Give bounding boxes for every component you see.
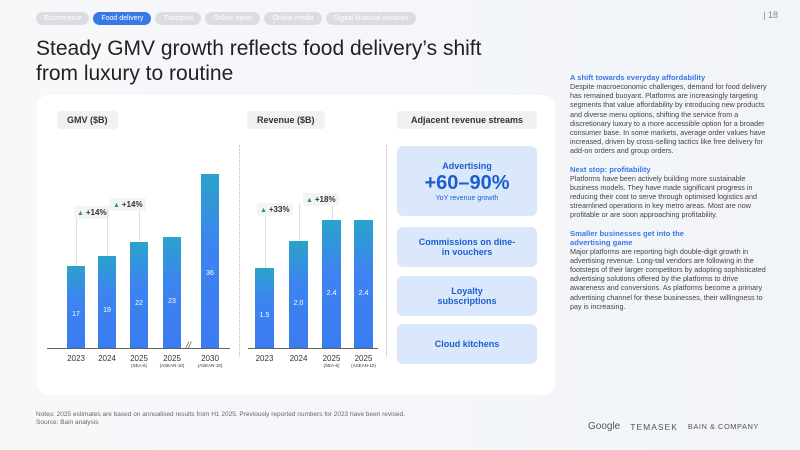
bar-value-label: 22 [135,300,143,308]
growth-badge: ▲ +14% [74,206,110,219]
bar-value-label: 36 [206,269,214,277]
x-tick-region: (ASEAN-10) [159,363,185,368]
page-number: | 18 [763,10,778,20]
x-tick-region: (SEA-6) [323,363,340,368]
divider [239,145,240,357]
growth-connector [139,208,140,242]
growth-connector [331,203,333,220]
section-body: Platforms have been actively building mo… [570,173,757,220]
bar: 19 [98,256,116,348]
temasek-logo: TEMASEK [630,421,678,432]
x-tick-year: 2030 [201,354,219,363]
x-tick-label: 2030 (ASEAN-10) [191,354,229,368]
bar-value-label: 2.4 [358,290,369,298]
x-tick-year: 2023 [67,354,85,363]
tab-online-media[interactable]: Online media [264,12,322,25]
growth-connector [76,216,77,266]
revenue-chart-title: Revenue ($B) [247,111,325,129]
x-tick-label: 2024 [279,354,318,363]
x-tick-year: 2025 [130,354,148,363]
divider [386,145,387,357]
x-tick-year: 2025 [163,354,181,363]
growth-badge: ▲ +33% [257,203,293,216]
bain-logo: BAIN & COMPANY [687,422,759,431]
adjacent-title: Adjacent revenue streams [397,111,537,129]
bar: 22 [130,241,148,348]
x-tick-label: 2024 [88,354,126,363]
stream-cloud-kitchens: Cloud kitchens [397,324,537,364]
x-tick-year: 2024 [289,354,308,363]
growth-connector [298,203,300,241]
growth-badge: ▲ +14% [110,198,146,211]
section-tabs: Ecommerce Food delivery Transport Online… [36,12,417,25]
bar: 2.4 [354,219,373,348]
x-tick-region: (ASEAN-10) [351,363,376,368]
up-triangle-icon: ▲ [113,202,122,209]
x-axis [248,348,378,349]
up-triangle-icon: ▲ [77,210,86,217]
stream-loyalty: Loyalty subscriptions [397,276,537,316]
source: Source: Bain analysis [36,419,99,426]
section-body: Major platforms are reporting high doubl… [570,246,766,311]
tab-ecommerce[interactable]: Ecommerce [36,12,90,25]
tab-online-travel[interactable]: Online travel [205,12,261,25]
tab-digital-financial-services[interactable]: Digital financial services [325,12,417,25]
bar-value-label: 2.0 [293,299,304,307]
bar: 23 [163,236,181,348]
x-tick-label: 2025 (ASEAN-10) [344,354,383,368]
gmv-chart-title: GMV ($B) [57,111,118,129]
x-tick-label: 2025 (ASEAN-10) [153,354,191,368]
advertising-label: Advertising [442,160,492,171]
growth-connector [264,213,266,268]
x-tick-label: 2023 [245,354,284,363]
bar: 1.5 [255,267,274,348]
x-axis [47,348,230,349]
bar-value-label: 2.4 [326,290,337,298]
advertising-sub: YoY revenue growth [435,194,499,202]
bar: 2.0 [289,241,308,348]
growth-connector [107,208,108,257]
commentary: A shift towards everyday affordability D… [570,73,770,311]
bar-value-label: 23 [168,298,176,305]
x-tick-region: (SEA-6) [130,363,147,368]
google-logo: Google [588,421,621,432]
bar-value-label: 19 [103,306,111,314]
section-heading: Smaller businesses get into the advertis… [570,228,684,247]
axis-break-icon: // [186,340,192,350]
x-tick-year: 2025 [354,354,373,363]
x-tick-year: 2025 [322,354,341,363]
x-tick-year: 2024 [98,354,116,363]
footnotes: Notes: 2025 estimates are based on annua… [36,411,405,427]
tab-food-delivery[interactable]: Food delivery [93,12,152,25]
growth-value: +33% [268,205,290,214]
bar: 2.4 [322,219,341,348]
notes: Notes: 2025 estimates are based on annua… [36,411,405,418]
x-tick-label: 2025 (SEA-6) [120,354,158,368]
stream-advertising: Advertising +60–90% YoY revenue growth [397,146,537,216]
logos: Google TEMASEK BAIN & COMPANY [588,421,759,432]
advertising-value: +60–90% [424,171,510,194]
bar-value-label: 1.5 [259,311,270,319]
bar: 36 [201,174,219,348]
section-body: Despite macroeconomic challenges, demand… [570,82,767,156]
bar-value-label: 17 [72,311,80,319]
section-heading: Next stop: profitability [570,164,651,174]
bar: 17 [67,265,85,348]
growth-badge: ▲ +18% [303,193,339,206]
x-tick-region: (ASEAN-10) [197,363,223,368]
up-triangle-icon: ▲ [260,207,269,214]
growth-value: +18% [314,195,336,204]
section-heading: A shift towards everyday affordability [570,73,706,82]
growth-value: +14% [121,200,143,209]
stream-commissions: Commissions on dine-in vouchers [397,227,537,267]
x-tick-label: 2023 [57,354,95,363]
page-title: Steady GMV growth reflects food delivery… [36,37,482,85]
tab-transport[interactable]: Transport [155,12,202,25]
x-tick-year: 2023 [255,354,274,363]
up-triangle-icon: ▲ [306,197,315,204]
x-tick-label: 2025 (SEA-6) [312,354,351,368]
growth-value: +14% [85,208,107,217]
